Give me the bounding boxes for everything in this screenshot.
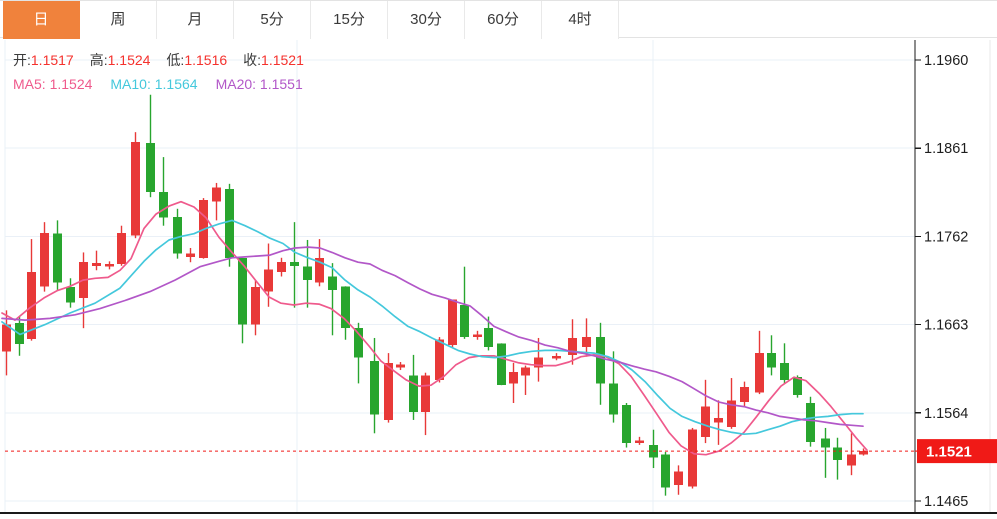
candle-body	[473, 334, 482, 338]
price-tag	[917, 439, 997, 464]
candle-body	[159, 191, 168, 218]
candle-body	[341, 286, 350, 329]
ohlc-value: 1.1517	[30, 52, 74, 68]
tab-day[interactable]: 日	[3, 1, 80, 39]
candle-body	[780, 362, 789, 380]
ma-legend-item-ma10: MA10: 1.1564	[110, 76, 198, 92]
y-axis-label: 1.1861	[924, 141, 968, 157]
candle-body	[264, 269, 273, 292]
ohlc-value: 1.1524	[107, 52, 151, 68]
candle-body	[396, 364, 405, 368]
ohlc-label: 高:	[89, 52, 108, 68]
ma5-line	[1, 200, 868, 456]
price-tag-label: 1.1521	[926, 444, 972, 461]
tab-30min[interactable]: 30分	[388, 1, 465, 39]
candle-body	[497, 343, 506, 386]
candle-body	[40, 232, 49, 287]
y-axis-label: 1.1762	[924, 229, 968, 245]
tab-60min[interactable]: 60分	[465, 1, 542, 39]
candle-body	[448, 299, 457, 346]
candle-body	[847, 454, 856, 466]
candle-body	[212, 187, 221, 202]
candle-body	[821, 438, 830, 448]
candle-body	[755, 353, 764, 393]
candle-body	[105, 264, 114, 267]
candle-body	[370, 361, 379, 415]
candle-body	[534, 357, 543, 368]
candle-body	[303, 266, 312, 281]
candle-body	[290, 262, 299, 266]
candle-body	[409, 375, 418, 412]
candle-body	[2, 324, 11, 352]
candle-body	[596, 337, 605, 384]
candle-body	[833, 447, 842, 461]
candle-body	[173, 216, 182, 254]
candle-body	[582, 337, 591, 347]
candle-body	[674, 471, 683, 485]
candle-body	[552, 355, 561, 359]
y-axis-label: 1.1663	[924, 318, 968, 334]
ohlc-legend: 开:1.1517 高:1.1524 低:1.1516 收:1.1521	[13, 50, 320, 70]
candle-body	[767, 353, 776, 368]
candle-body	[727, 400, 736, 428]
tab-5min[interactable]: 5分	[234, 1, 311, 39]
y-axis-label: 1.1564	[924, 406, 968, 422]
candle-body	[146, 142, 155, 192]
ohlc-label: 低:	[166, 52, 185, 68]
candle-body	[701, 406, 710, 437]
timeframe-tabbar: 日周月 5分 15分 30分 60分 4时	[0, 0, 997, 39]
candle-body	[66, 287, 75, 303]
ohlc-label: 收:	[243, 52, 262, 68]
candle-body	[635, 440, 644, 443]
y-axis-label: 1.1960	[924, 53, 968, 69]
candle-body	[384, 362, 393, 420]
tab-week[interactable]: 周	[80, 1, 157, 39]
tab-15min[interactable]: 15分	[311, 1, 388, 39]
candle-body	[238, 257, 247, 325]
tab-4hour[interactable]: 4时	[542, 1, 619, 39]
candle-body	[509, 371, 518, 384]
ma10-line	[1, 219, 864, 436]
ma20-line	[1, 246, 864, 428]
candle-body	[131, 141, 140, 236]
ma-legend-item-ma5: MA5: 1.1524	[13, 76, 93, 92]
candle-body	[806, 402, 815, 443]
candle-body	[117, 232, 126, 265]
ohlc-value: 1.1516	[184, 52, 228, 68]
candle-body	[315, 257, 324, 283]
candle-body	[484, 328, 493, 347]
candle-body	[859, 451, 868, 455]
ma-legend: MA5: 1.1524 MA10: 1.1564 MA20: 1.1551	[13, 76, 321, 92]
ohlc-value: 1.1521	[261, 52, 304, 68]
candle-body	[277, 262, 286, 273]
candle-body	[354, 328, 363, 358]
candle-body	[460, 304, 469, 338]
candle-body	[92, 263, 101, 266]
candle-body	[225, 189, 234, 258]
candle-body	[186, 253, 195, 257]
candle-body	[661, 454, 670, 488]
candle-body	[714, 418, 723, 423]
candle-body	[793, 377, 802, 395]
y-axis-label: 1.1465	[924, 494, 968, 510]
candle-body	[421, 375, 430, 412]
candle-body	[609, 383, 618, 415]
candle-body	[521, 367, 530, 376]
candle-body	[27, 272, 36, 339]
candle-body	[622, 404, 631, 444]
candle-body	[568, 337, 577, 355]
candle-body	[328, 276, 337, 290]
ohlc-label: 开:	[13, 52, 31, 68]
candle-body	[740, 386, 749, 403]
tab-month[interactable]: 月	[157, 1, 234, 39]
candle-body	[251, 287, 260, 325]
candle-body	[688, 429, 697, 487]
candle-body	[53, 233, 62, 283]
ma-legend-item-ma20: MA20: 1.1551	[215, 76, 303, 92]
candle-body	[435, 339, 444, 380]
